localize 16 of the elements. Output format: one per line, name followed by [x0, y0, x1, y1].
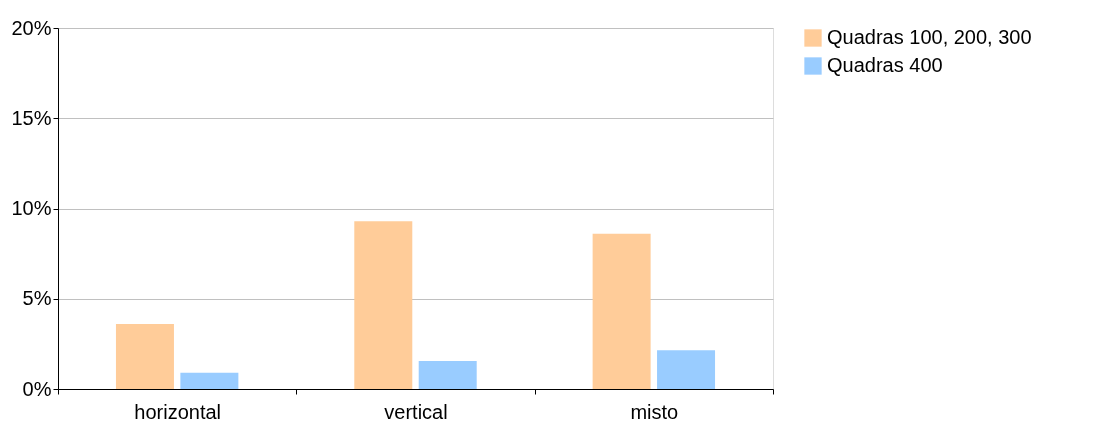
- bar: [657, 350, 716, 389]
- x-tick-label: misto: [630, 400, 679, 423]
- y-tick-label: 5%: [22, 287, 52, 310]
- y-tick-label: 10%: [11, 197, 52, 219]
- bar: [115, 324, 174, 389]
- y-tick-label: 0%: [22, 377, 52, 400]
- bar: [180, 372, 239, 389]
- legend-label: Quadras 400: [827, 54, 943, 76]
- y-tick-label: 20%: [11, 16, 52, 39]
- bar: [354, 221, 413, 389]
- legend-label: Quadras 100, 200, 300: [827, 26, 1032, 48]
- x-tick-label: vertical: [384, 400, 448, 423]
- bar: [592, 233, 651, 389]
- x-tick-label: horizontal: [134, 400, 222, 423]
- y-tick-label: 15%: [11, 106, 52, 129]
- bar: [418, 361, 477, 389]
